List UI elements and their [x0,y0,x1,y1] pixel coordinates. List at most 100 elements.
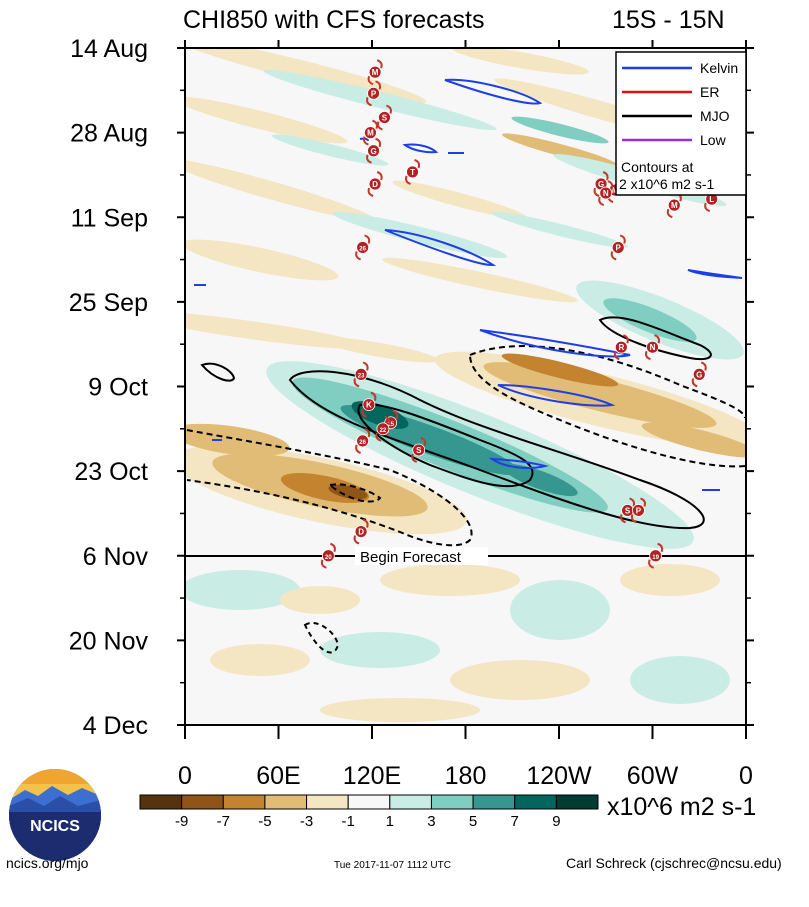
storm-arm [353,361,369,388]
x-tick-label: 60E [256,762,300,790]
storm-label: N [603,189,609,198]
legend-contour-note-2: 2 x10^6 m2 s-1 [619,176,714,192]
colorbar-swatch [139,794,183,810]
colorbar-tick-label: 3 [427,813,435,830]
storm-label: S [625,506,631,515]
legend-label: MJO [700,108,730,124]
storm-marker: 19 [648,542,664,569]
colorbar-tick-label: 5 [469,813,477,830]
storm-arm [366,80,382,107]
storm-dot [406,165,419,179]
y-tick-label: 4 Dec [83,712,148,740]
storm-dot [354,525,368,538]
storm-label: P [616,243,622,252]
colorbar-swatch [514,794,557,810]
storm-arm [361,391,377,418]
storm-marker: 22 [375,415,391,442]
legend-contour-note-1: Contours at [621,159,693,175]
forecast-label: Begin Forecast [360,549,462,566]
storm-arm [366,137,382,164]
storm-marker: 23 [353,361,369,388]
storm-label: S [416,446,422,455]
storm-dot [376,422,390,436]
storm-marker: R [613,334,629,361]
footer-site: ncics.org/mjo [6,855,89,871]
y-tick-label: 9 Oct [88,374,148,402]
colorbar-swatch [430,794,474,810]
colorbar-tick-label: -1 [342,813,355,830]
storm-label: K [366,401,372,410]
x-tick-label: 0 [739,762,753,790]
storm-label: P [371,89,377,98]
legend-label: Kelvin [700,60,738,76]
colorbar-tick-label: -3 [300,813,313,830]
storm-label: M [367,129,374,138]
storm-dot [354,368,368,381]
colorbar-swatch [181,794,224,810]
ncics-logo: NCICS [9,769,101,861]
storm-label: 25 [387,422,394,428]
storm-dot [356,434,370,448]
storm-dot [356,241,370,254]
y-tick-label: 6 Nov [83,543,149,571]
storm-marker: S [376,104,392,131]
y-tick-label: 14 Aug [70,35,148,63]
storm-arm [376,104,392,131]
footer-timestamp: Tue 2017-11-07 1112 UTC [334,860,451,871]
storm-marker: M [666,192,682,219]
storm-arm [320,542,336,569]
storm-dot [321,549,335,563]
storm-marker: D [367,171,383,197]
storm-marker: N [598,180,614,207]
storm-marker: K [361,391,377,418]
colorbar-tick-label: 1 [386,813,394,830]
legend-label: ER [700,84,719,100]
storm-arm [353,518,369,545]
storm-marker: G [691,361,707,388]
lat-band-label: 15S - 15N [612,6,725,34]
storm-label: 20 [325,555,332,561]
storm-arm [598,180,614,207]
storm-label: R [618,343,624,352]
colorbar-units: x10^6 m2 s-1 [607,793,756,821]
storm-arm [691,361,707,388]
storm-arm [367,59,383,86]
storm-arm [362,119,378,146]
storm-dot [368,65,382,79]
storm-arm [405,158,421,185]
storm-marker: M [367,59,383,86]
storm-label: S [382,114,388,123]
storm-arm [613,334,629,361]
chart-title: CHI850 with CFS forecasts [183,6,485,34]
storm-arm [648,542,664,569]
storm-label: 26 [359,246,366,252]
storm-marker: 26 [355,234,371,261]
storm-dot [632,504,645,517]
storm-dot [646,340,659,354]
storm-label: N [650,343,656,352]
storm-dot [599,186,613,200]
storm-dot [611,241,625,254]
storm-marker: N [645,334,660,361]
storm-dot [692,368,706,381]
storm-label: 26 [359,440,366,446]
legend: Kelvin ER MJO Low Contours at 2 x10^6 m2 s-… [615,51,747,196]
storm-arm [367,171,383,197]
colorbar-swatch [389,794,432,810]
storm-dot [367,144,380,158]
storm-dot [364,126,377,140]
storm-arm [593,171,609,197]
x-tick-label: 180 [445,762,487,790]
storm-arm [620,497,636,524]
storm-marker: M [362,119,378,146]
storm-arm [411,437,427,463]
footer-credit: Carl Schreck (cjschrec@ncsu.edu) [566,855,782,871]
storm-arm [355,427,371,454]
colorbar-swatch [264,794,308,810]
forecast-label-bg [355,547,488,565]
storm-label: 22 [380,428,387,434]
storm-arm [375,415,391,442]
y-tick-label: 25 Sep [69,289,148,317]
colorbar-tick-label: -9 [175,813,188,830]
storm-dot [378,111,391,124]
